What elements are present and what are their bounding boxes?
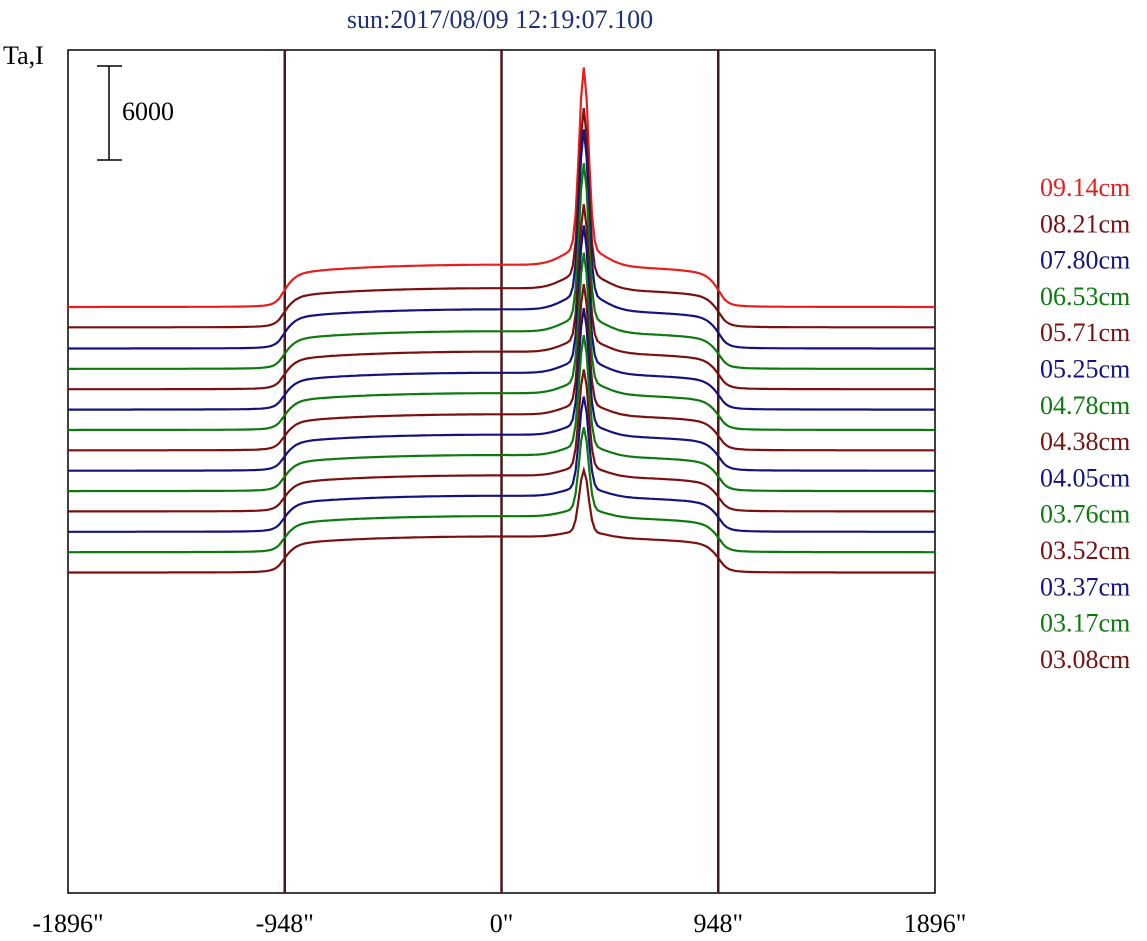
legend-item: 04.05cm <box>1040 463 1130 492</box>
series-line-03.76cm <box>68 335 935 493</box>
series-line-03.08cm <box>68 465 935 574</box>
series-line-04.05cm <box>68 307 935 472</box>
x-tick-label: 1896" <box>904 909 967 938</box>
x-tick-label: 0" <box>490 909 514 938</box>
series-line-04.78cm <box>68 252 935 432</box>
series-line-05.25cm <box>68 225 935 411</box>
x-tick-label: -1896" <box>32 909 103 938</box>
legend-item: 07.80cm <box>1040 246 1130 275</box>
y-axis-label: Ta,I <box>3 41 44 70</box>
legend-item: 06.53cm <box>1040 282 1130 311</box>
legend-item: 04.38cm <box>1040 427 1130 456</box>
legend-item: 03.52cm <box>1040 536 1130 565</box>
x-tick-label: -948" <box>256 909 314 938</box>
legend-item: 08.21cm <box>1040 209 1130 238</box>
series-line-09.14cm <box>68 67 935 309</box>
series-line-03.17cm <box>68 427 935 554</box>
legend-item: 03.76cm <box>1040 500 1130 529</box>
series-line-03.37cm <box>68 396 935 533</box>
legend-item: 05.71cm <box>1040 318 1130 347</box>
series-line-08.21cm <box>68 107 935 329</box>
series-group <box>68 67 935 574</box>
legend-item: 05.25cm <box>1040 355 1130 384</box>
legend-item: 03.08cm <box>1040 645 1130 674</box>
legend-item: 09.14cm <box>1040 173 1130 202</box>
legend-item: 04.78cm <box>1040 391 1130 420</box>
x-tick-label: 948" <box>693 909 743 938</box>
scale-bar-label: 6000 <box>122 97 174 126</box>
legend-item: 03.37cm <box>1040 572 1130 601</box>
legend-item: 03.17cm <box>1040 609 1130 638</box>
series-line-07.80cm <box>68 129 935 350</box>
chart-title: sun:2017/08/09 12:19:07.100 <box>347 5 653 34</box>
reference-lines <box>283 50 720 893</box>
scale-bar <box>97 65 122 161</box>
legend: 09.14cm 08.21cm 07.80cm 06.53cm 05.71cm 05.25… <box>1040 173 1130 674</box>
x-tick-labels: -1896" -948" 0" 948" 1896" <box>32 909 966 938</box>
series-line-06.53cm <box>68 163 935 370</box>
series-line-04.38cm <box>68 284 935 452</box>
series-line-03.52cm <box>68 369 935 513</box>
series-line-05.71cm <box>68 204 935 391</box>
